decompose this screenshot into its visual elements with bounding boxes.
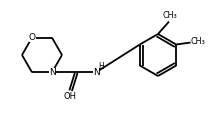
Text: N: N (49, 68, 55, 77)
Text: H: H (98, 62, 104, 71)
Text: CH₃: CH₃ (162, 11, 177, 20)
Text: CH₃: CH₃ (190, 37, 205, 46)
Text: OH: OH (64, 92, 77, 101)
Text: O: O (29, 33, 35, 42)
Text: N: N (93, 68, 99, 77)
